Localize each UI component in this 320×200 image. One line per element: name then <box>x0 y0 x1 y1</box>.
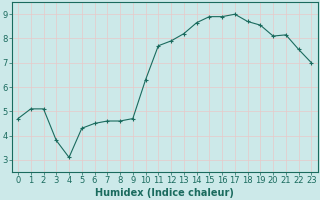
X-axis label: Humidex (Indice chaleur): Humidex (Indice chaleur) <box>95 188 234 198</box>
